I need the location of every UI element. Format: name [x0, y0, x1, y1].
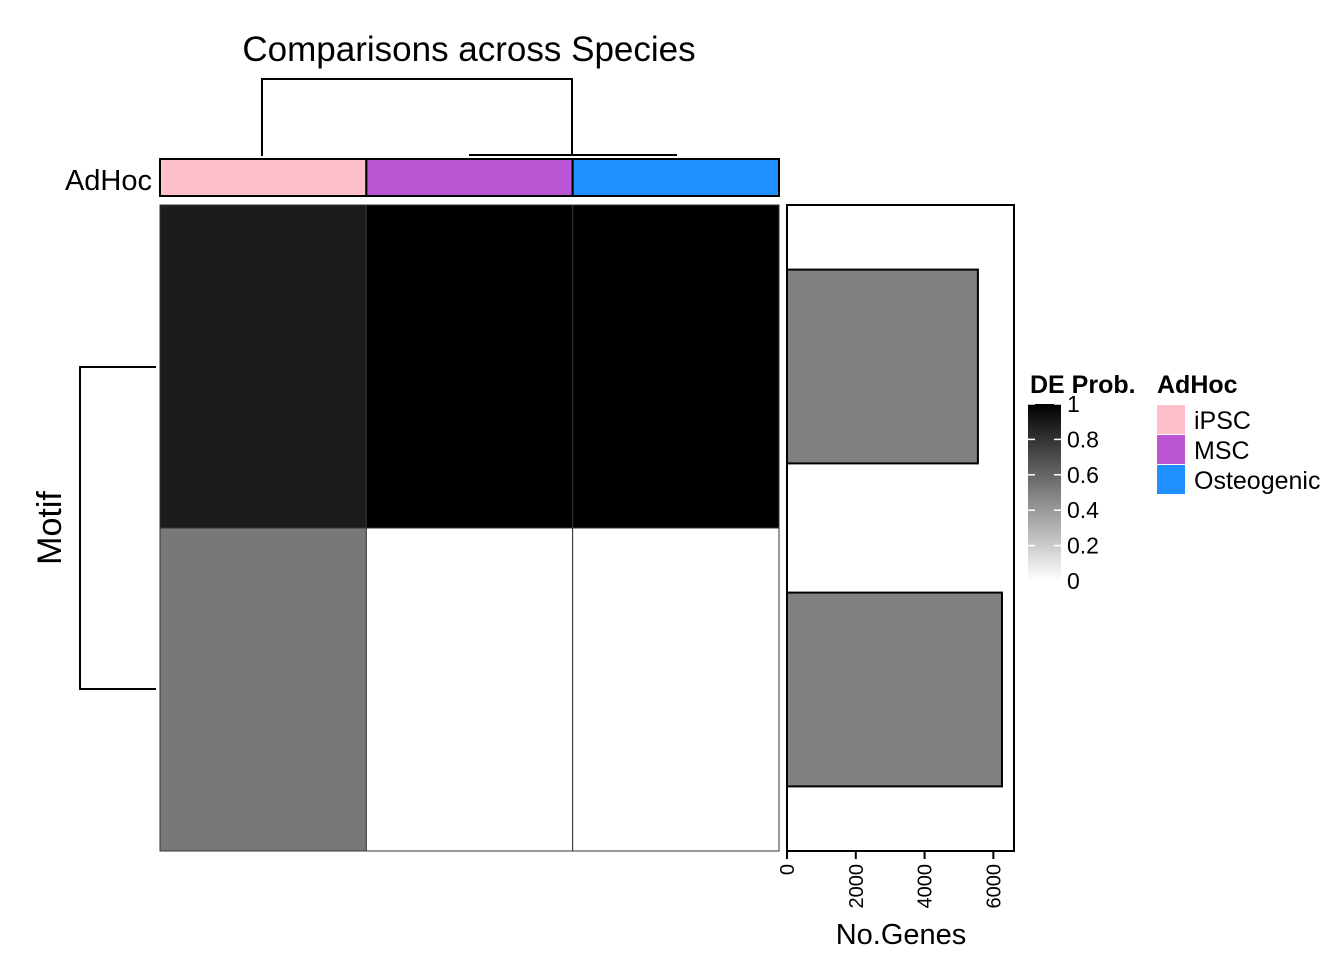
bar-tick-label-4000: 4000 — [915, 864, 937, 909]
colorbar-tick-label-0-4: 0.4 — [1067, 497, 1099, 523]
bar-tick-label-0: 0 — [777, 864, 799, 875]
legend-swatch-osteogenic — [1157, 465, 1185, 494]
annotation-bar — [159, 158, 781, 197]
heatmap-cell-r2-osteogenic — [572, 527, 780, 852]
legend-swatch-ipsc — [1157, 405, 1185, 434]
bar-panel: 0 2000 4000 6000 No.Genes — [777, 204, 1015, 951]
annotation-row-label: AdHoc — [65, 165, 152, 197]
colorbar-title: DE Prob. — [1030, 371, 1136, 399]
bar-axis-ticks: 0 2000 4000 6000 — [777, 851, 1005, 909]
bar-row-1 — [786, 268, 979, 465]
annotation-cell-msc — [365, 158, 574, 197]
heatmap-cell-r1-osteogenic — [572, 204, 780, 529]
legend-swatch-msc — [1157, 435, 1185, 464]
bar-axis-label: No.Genes — [836, 919, 967, 951]
row-dendrogram — [79, 366, 156, 690]
legend-label-ipsc: iPSC — [1194, 407, 1251, 435]
row-axis-label: Motif — [31, 491, 69, 565]
colorbar-tick-label-0-8: 0.8 — [1067, 426, 1099, 452]
colorbar-gradient — [1028, 404, 1061, 581]
colorbar-tick-label-0: 0 — [1067, 568, 1080, 594]
legend-label-msc: MSC — [1194, 437, 1250, 465]
column-dendrogram-top-branch — [261, 78, 573, 156]
legend-label-osteogenic: Osteogenic — [1194, 467, 1320, 495]
bar-series — [786, 268, 1003, 788]
colorbar-tick-label-0-2: 0.2 — [1067, 533, 1099, 559]
colorbar-legend: DE Prob. 1 0.8 0.6 0.4 0.2 0 — [1028, 371, 1136, 594]
colorbar-ticks: 1 0.8 0.6 0.4 0.2 0 — [1028, 391, 1099, 594]
colorbar-tick-label-1: 1 — [1067, 391, 1080, 417]
heatmap-body — [159, 204, 780, 852]
heatmap-cell-r2-ipsc — [159, 527, 367, 852]
column-dendrogram — [261, 78, 677, 156]
annotation-legend-title: AdHoc — [1157, 371, 1238, 399]
chart-title: Comparisons across Species — [242, 30, 695, 69]
heatmap-cell-r2-msc — [365, 527, 574, 852]
row-dendrogram-branch — [79, 366, 156, 690]
heatmap-cell-r1-msc — [365, 204, 574, 529]
annotation-cell-ipsc — [159, 158, 368, 197]
bar-row-2 — [786, 591, 1003, 788]
colorbar-tick-label-0-6: 0.6 — [1067, 462, 1099, 488]
heatmap-cell-r1-ipsc — [159, 204, 367, 529]
bar-tick-label-6000: 6000 — [983, 864, 1005, 909]
bar-tick-label-2000: 2000 — [846, 864, 868, 909]
annotation-cell-osteogenic — [571, 158, 781, 197]
